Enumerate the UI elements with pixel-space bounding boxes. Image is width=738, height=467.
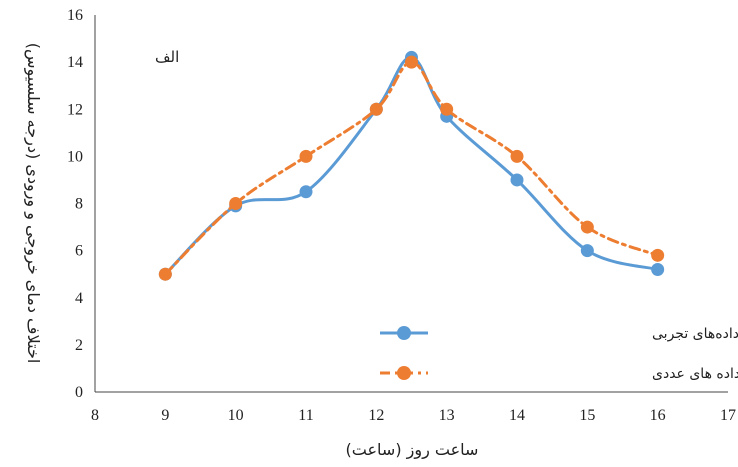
series-0 — [158, 50, 665, 281]
x-tick-label: 17 — [720, 407, 736, 424]
x-tick-label: 8 — [91, 407, 99, 424]
series-line — [163, 60, 660, 276]
data-point — [369, 102, 383, 116]
data-point — [299, 149, 313, 163]
x-tick-label: 15 — [579, 407, 595, 424]
y-tick-label: 2 — [75, 337, 83, 354]
data-point — [580, 220, 594, 234]
data-point — [651, 248, 665, 262]
data-point — [580, 244, 594, 258]
data-point — [510, 149, 524, 163]
legend-label-experimental: اختلاف دمای داده‌های تجربی — [652, 326, 738, 342]
x-tick-label: 11 — [298, 407, 313, 424]
y-tick-label: 0 — [75, 384, 83, 401]
y-tick-labels: 0 2 4 6 8 10 12 14 16 — [67, 7, 83, 401]
y-tick-label: 4 — [75, 290, 83, 307]
legend-item-experimental: اختلاف دمای داده‌های تجربی — [380, 326, 738, 342]
x-tick-label: 9 — [161, 407, 169, 424]
y-tick-label: 12 — [67, 101, 83, 118]
x-tick-label: 13 — [439, 407, 455, 424]
y-tick-label: 16 — [67, 7, 83, 24]
y-axis-title: اختلاف دمای خروجی و ورودی (درجه سلسیوس) — [23, 43, 43, 364]
y-tick-label: 10 — [67, 148, 83, 165]
x-tick-label: 10 — [228, 407, 244, 424]
data-point — [158, 267, 172, 281]
data-point — [440, 102, 454, 116]
x-tick-label: 16 — [650, 407, 666, 424]
y-tick-label: 6 — [75, 243, 83, 260]
x-tick-labels: 8 9 10 11 12 13 14 15 16 17 — [91, 407, 736, 424]
x-tick-label: 14 — [509, 407, 525, 424]
data-point — [229, 197, 243, 210]
x-tick-label: 12 — [368, 407, 384, 424]
series-1 — [158, 55, 665, 281]
legend-label-numerical: اختلاف دمای داده های عددی — [652, 366, 738, 382]
data-point — [405, 55, 418, 69]
data-point — [651, 262, 665, 276]
series-line — [163, 55, 660, 276]
data-point — [510, 173, 524, 187]
y-tick-label: 14 — [67, 54, 83, 71]
y-tick-label: 8 — [75, 196, 83, 213]
data-point — [299, 185, 313, 199]
axes — [94, 15, 728, 393]
legend-item-numerical: اختلاف دمای داده های عددی — [380, 366, 738, 382]
series-layer — [158, 50, 665, 281]
x-axis-title: ساعت روز (ساعت) — [346, 440, 479, 460]
legend: اختلاف دمای داده‌های تجربی اختلاف دمای د… — [360, 318, 738, 388]
chart-annotation: الف — [155, 48, 179, 66]
